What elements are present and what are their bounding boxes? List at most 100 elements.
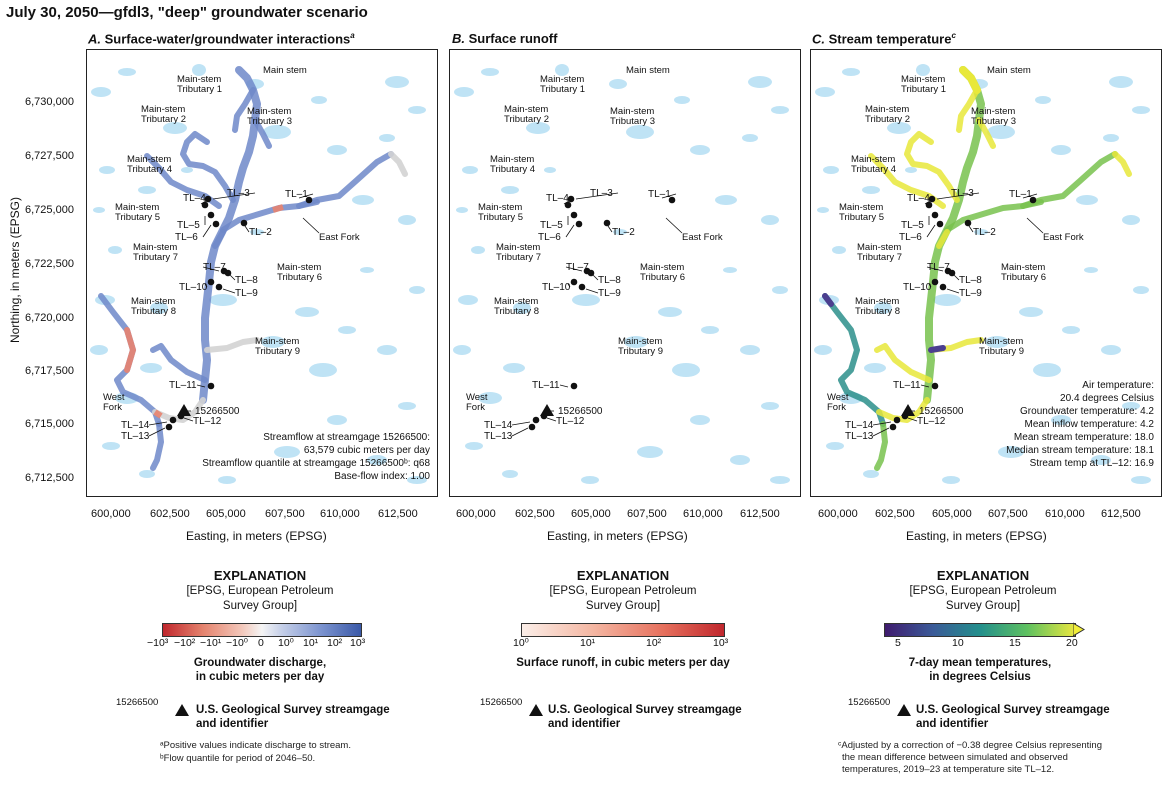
lake-patch	[274, 446, 300, 458]
lake-patch	[613, 229, 627, 235]
stream-reach-mainstem	[199, 66, 261, 404]
site-leader-line	[661, 193, 677, 199]
label-tributary-1: Main-stem	[540, 74, 584, 85]
site-leader-line	[511, 421, 531, 426]
lake-patch	[1051, 415, 1071, 425]
lake-patch	[140, 363, 162, 373]
stream-reach-trib6	[1020, 199, 1044, 209]
site-label-14: TL–14	[121, 420, 150, 431]
label-tributary-7: Tributary 7	[857, 252, 902, 263]
label-west-fork: Fork	[103, 402, 122, 413]
panel-c-info: Air temperature: 20.4 degrees Celsius Gr…	[960, 379, 1154, 470]
x-axis-label-b: Easting, in meters (EPSG)	[547, 529, 688, 543]
map-b-svg: TL–1 TL–2 TL–3 TL–4 TL–5TL–6 TL–7 TL–8 TL–9 TL–1…	[453, 64, 790, 484]
lake-patch	[985, 336, 1009, 348]
site-point-1	[668, 196, 676, 204]
lake-patch	[91, 87, 111, 97]
lake-patch	[471, 246, 485, 254]
label-tributary-1: Tributary 1	[901, 84, 946, 95]
stream-reach-westlow	[152, 397, 206, 423]
panel-a-title: A. Surface-water/groundwater interaction…	[88, 31, 355, 46]
y-tick: 6,727,500	[25, 150, 74, 162]
gage-label-line: and identifier	[916, 718, 989, 730]
site-leader-line	[924, 197, 936, 205]
panel-c-letter: C.	[812, 31, 825, 47]
stream-reach-cold	[928, 345, 946, 353]
lake-patch	[108, 246, 122, 254]
map-a-svg: TL–1 TL–2 TL–3 TL–4 TL–5TL–6 TL–7 TL–8 TL–9 TL–1…	[90, 64, 427, 484]
lake-patch	[102, 442, 120, 450]
label-tributary-9: Main-stem	[255, 336, 299, 347]
map-panel-a: TL–1 TL–2 TL–3 TL–4 TL–5 TL–6 TL–7 TL–8 TL–9 TL–1…	[86, 49, 438, 497]
stream-reach-trib3	[976, 117, 996, 149]
explanation-sub-line: Survey Group]	[222, 600, 298, 612]
site-label-2: TL–2	[612, 227, 635, 238]
site-leader-line	[953, 274, 960, 281]
lake-patch	[730, 455, 750, 465]
runoff-colorbar	[521, 623, 725, 637]
gage-label-line: and identifier	[548, 718, 621, 730]
explanation-sub-line: Survey Group]	[585, 600, 661, 612]
info-inflow-temp: Mean inflow temperature: 4.2	[1024, 419, 1154, 430]
lake-patch	[674, 96, 690, 104]
site-leader-line	[926, 266, 944, 272]
label-tributary-8: Main-stem	[494, 296, 538, 307]
lake-patch	[1091, 455, 1111, 465]
cb-title-line: Groundwater discharge,	[193, 657, 327, 669]
label-tributary-2: Main-stem	[865, 104, 909, 115]
panel-a-info: Streamflow at streamgage 15266500: 63,57…	[196, 431, 430, 483]
lake-patch	[118, 68, 136, 76]
temperature-colorbar	[884, 623, 1076, 637]
y-tick: 6,722,500	[25, 258, 74, 270]
label-tributary-1: Tributary 1	[540, 84, 585, 95]
lake-patch	[93, 207, 105, 213]
label-tributary-8: Main-stem	[131, 296, 175, 307]
lake-patch	[862, 186, 880, 194]
lake-patch	[1084, 267, 1098, 273]
panel-a-letter: A.	[88, 31, 101, 47]
streamgage-triangle-icon	[901, 404, 915, 416]
site-label-10: TL–10	[179, 282, 208, 293]
east-fork-leader-line	[302, 217, 320, 234]
east-fork-leader-line	[665, 217, 683, 234]
site-point-4	[201, 201, 209, 209]
lake-patch	[1101, 345, 1121, 355]
label-tributary-8: Main-stem	[855, 296, 899, 307]
lake-patch	[626, 125, 654, 139]
site-label-6: TL–6	[175, 232, 198, 243]
lake-patch	[385, 76, 409, 88]
lake-patch	[462, 166, 478, 174]
stream-reach-trib5	[936, 229, 950, 249]
lake-patch	[974, 229, 988, 235]
panel-b-title-text: Surface runoff	[468, 31, 558, 46]
lake-patch	[715, 195, 737, 205]
label-east-fork: East Fork	[1043, 232, 1084, 243]
footnote-c-line: the mean difference between simulated an…	[842, 752, 1068, 763]
legend-gage-label-b: U.S. Geological Survey streamgage and id…	[548, 703, 742, 731]
stream-reach-trib8	[150, 343, 208, 383]
site-label-7: TL–7	[927, 262, 950, 273]
cb-tick: 15	[1009, 637, 1021, 649]
label-tributary-2: Tributary 2	[865, 114, 910, 125]
lake-patch	[408, 106, 426, 114]
groundwater-colorbar-title: Groundwater discharge, in cubic meters p…	[160, 656, 360, 684]
lake-patch	[772, 286, 788, 294]
streamgage-triangle-icon	[175, 704, 189, 716]
info-baseflow-index: Base-flow index: 1.00	[334, 471, 430, 482]
cb-tick: 10³	[350, 637, 366, 649]
lake-patch	[770, 476, 790, 484]
label-tributary-9: Main-stem	[618, 336, 662, 347]
site-label-3: TL–3	[590, 188, 613, 199]
info-median-temp: Median stream temperature: 18.1	[1006, 445, 1154, 456]
map-c-svg: TL–1 TL–2 TL–3 TL–4 TL–5TL–6 TL–7 TL–8 TL–9 TL–1…	[814, 64, 1151, 484]
lake-patch	[832, 246, 846, 254]
lake-patch	[377, 345, 397, 355]
site-point-2	[240, 219, 248, 227]
lake-patch	[250, 229, 264, 235]
explanation-heading-c: EXPLANATION	[936, 568, 1030, 583]
figure-title: July 30, 2050—gfdl3, "deep" groundwater …	[6, 4, 368, 21]
lake-patch	[99, 166, 115, 174]
stream-reach-mainstem	[923, 66, 985, 404]
label-tributary-7: Main-stem	[857, 242, 901, 253]
site-label-10: TL–10	[903, 282, 932, 293]
